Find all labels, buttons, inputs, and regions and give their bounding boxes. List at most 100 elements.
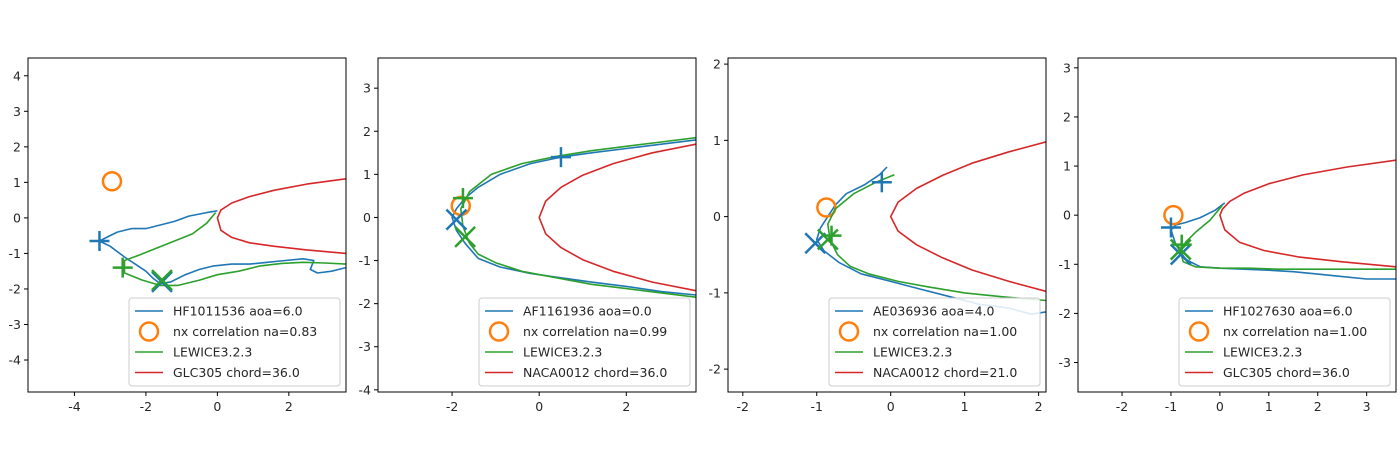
y-tick-label: -1 xyxy=(709,285,721,300)
x-tick-label: 0 xyxy=(887,399,895,414)
legend-label: AE036936 aoa=4.0 xyxy=(873,304,995,319)
y-tick-label: -3 xyxy=(359,339,371,354)
legend-swatch-circle-orange xyxy=(138,321,160,342)
y-tick-label: -4 xyxy=(9,353,22,368)
x-tick-label: 0 xyxy=(213,399,221,414)
y-tick-label: 3 xyxy=(363,81,371,96)
y-tick-label: 4 xyxy=(13,68,21,83)
axes-frame xyxy=(1077,57,1397,393)
series-line-red xyxy=(1219,159,1396,268)
axes-frame xyxy=(377,57,697,393)
x-tick-label: -2 xyxy=(140,399,152,414)
subplot-1: -4 -2 0 2 -4 -3 -2 -1 0 1 2 3 4 HF1011536 aoa=6.0 nx c… xyxy=(9,57,347,414)
x-tick-label: 2 xyxy=(1035,399,1043,414)
series-line-red xyxy=(538,143,696,292)
y-tick-label: -2 xyxy=(709,362,721,377)
x-tick-label: 0 xyxy=(535,399,543,414)
plot-area xyxy=(89,171,346,293)
legend-label: LEWICE3.2.3 xyxy=(173,345,252,360)
data-point-plus-blue xyxy=(550,147,571,168)
y-tick-label: -2 xyxy=(1059,306,1071,321)
legend-label: LEWICE3.2.3 xyxy=(1223,345,1302,360)
data-point-plus-blue xyxy=(871,172,892,193)
y-tick-label: 1 xyxy=(713,133,721,148)
y-tick-label: 1 xyxy=(1063,159,1071,174)
y-tick-label: 0 xyxy=(363,210,371,225)
x-tick-label: 0 xyxy=(1216,399,1224,414)
legend-box xyxy=(1178,297,1391,387)
series-line-green xyxy=(459,136,696,298)
data-point-x-green xyxy=(151,269,173,291)
legend-label: NACA0012 chord=36.0 xyxy=(523,365,667,380)
data-point-x-blue xyxy=(445,208,468,231)
x-tick-label: -4 xyxy=(68,399,81,414)
y-tick-label: 2 xyxy=(713,57,721,72)
y-tick-label: -3 xyxy=(1059,355,1071,370)
y-tick-label: 2 xyxy=(1063,109,1071,124)
data-point-plus-green xyxy=(452,188,473,209)
legend: HF1027630 aoa=6.0 nx correlation na=1.00 L… xyxy=(1178,297,1391,387)
x-tick-label: 2 xyxy=(622,399,630,414)
y-tick-label: -2 xyxy=(9,281,21,296)
data-point-o-orange xyxy=(816,197,837,218)
x-tick-label: 3 xyxy=(1363,399,1371,414)
x-tick-label: -2 xyxy=(737,399,749,414)
legend-label: GLC305 chord=36.0 xyxy=(173,365,300,380)
data-point-plus-blue xyxy=(89,230,110,251)
series-line-red xyxy=(216,178,346,255)
legend-swatch-circle-orange xyxy=(1188,321,1210,342)
y-tick-label: -1 xyxy=(9,246,21,261)
legend-label: nx correlation na=0.83 xyxy=(173,324,317,339)
legend-swatch-circle-orange xyxy=(838,321,860,342)
legend-label: NACA0012 chord=21.0 xyxy=(873,365,1017,380)
legend-label: GLC305 chord=36.0 xyxy=(1223,365,1350,380)
legend-swatch-circle-orange xyxy=(488,321,510,342)
subplot-2: -2 0 2 -4 -3 -2 -1 0 1 2 3 AF1161936 aoa=0.0 nx corr… xyxy=(359,57,697,414)
axes-frame xyxy=(27,57,347,393)
plot-area xyxy=(445,136,696,298)
series-line-green xyxy=(826,173,1046,302)
series-line-red xyxy=(889,141,1046,293)
legend-box xyxy=(828,297,1041,387)
subplot-4: -2 -1 0 1 2 3 -3 -2 -1 0 1 2 3 HF1027630 aoa=6.0 nx co… xyxy=(1059,57,1397,414)
series-line-blue xyxy=(451,139,696,296)
legend: HF1011536 aoa=6.0 nx correlation na=0.83 L… xyxy=(128,297,341,387)
y-tick-label: 1 xyxy=(13,175,21,190)
legend-label: nx correlation na=1.00 xyxy=(873,324,1017,339)
y-tick-label: 0 xyxy=(13,210,21,225)
legend-label: nx correlation na=1.00 xyxy=(1223,324,1367,339)
subplot-3: -2 -1 0 1 2 -2 -1 0 1 2 AE036936 aoa=4.0 nx correla… xyxy=(709,57,1047,414)
legend: AF1161936 aoa=0.0 nx correlation na=0.99 L… xyxy=(478,297,691,387)
x-tick-label: -2 xyxy=(446,399,458,414)
legend-label: LEWICE3.2.3 xyxy=(873,345,952,360)
x-tick-label: -1 xyxy=(1165,399,1177,414)
y-tick-label: -3 xyxy=(9,317,21,332)
x-tick-label: 1 xyxy=(1265,399,1273,414)
x-tick-label: -2 xyxy=(1116,399,1128,414)
legend-label: LEWICE3.2.3 xyxy=(523,345,602,360)
x-tick-label: 1 xyxy=(961,399,969,414)
plot-area xyxy=(804,141,1046,316)
series-line-blue xyxy=(98,210,346,285)
y-tick-label: 1 xyxy=(363,167,371,182)
y-tick-label: -2 xyxy=(359,296,371,311)
y-tick-label: 0 xyxy=(713,209,721,224)
data-point-x-green xyxy=(454,225,477,248)
y-tick-label: -1 xyxy=(359,253,371,268)
y-tick-label: 2 xyxy=(363,124,371,139)
legend-label: AF1161936 aoa=0.0 xyxy=(523,304,652,319)
legend: AE036936 aoa=4.0 nx correlation na=1.00 LE… xyxy=(828,297,1041,387)
data-point-plus-blue xyxy=(1160,217,1181,238)
series-line-blue xyxy=(815,166,1046,316)
data-point-o-orange xyxy=(1163,204,1184,226)
data-point-o-orange xyxy=(101,171,123,192)
y-tick-label: -1 xyxy=(1059,257,1071,272)
legend-box xyxy=(128,297,341,387)
legend-label: HF1027630 aoa=6.0 xyxy=(1223,304,1353,319)
data-point-x-green xyxy=(1169,238,1192,261)
legend-label: nx correlation na=0.99 xyxy=(523,324,667,339)
x-tick-label: -1 xyxy=(811,399,823,414)
plot-area xyxy=(1160,159,1396,280)
y-tick-label: 3 xyxy=(1063,60,1071,75)
